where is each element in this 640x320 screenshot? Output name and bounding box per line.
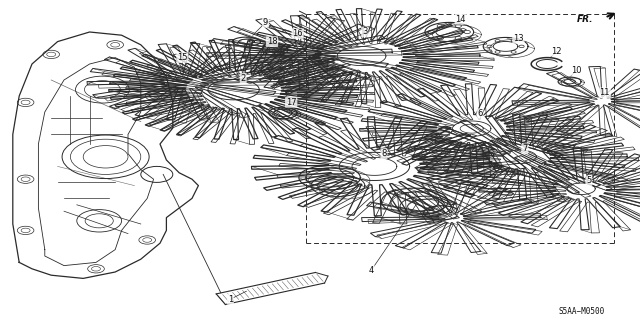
Text: 1: 1 <box>228 295 233 304</box>
Text: FR.: FR. <box>577 15 593 24</box>
Text: 18: 18 <box>267 37 277 46</box>
Text: 12: 12 <box>552 47 562 56</box>
Text: 2: 2 <box>241 74 246 83</box>
Text: 15: 15 <box>177 53 188 62</box>
Text: 17: 17 <box>286 98 296 107</box>
Text: 11: 11 <box>600 88 610 97</box>
Text: 10: 10 <box>571 66 581 75</box>
Text: 8: 8 <box>381 149 387 158</box>
Text: 9: 9 <box>263 18 268 27</box>
Text: 16: 16 <box>292 29 303 38</box>
Text: 14: 14 <box>456 15 466 24</box>
Text: S5AA−M0500: S5AA−M0500 <box>559 308 605 316</box>
Text: 7: 7 <box>522 144 527 153</box>
Text: 13: 13 <box>513 34 524 43</box>
Text: 5: 5 <box>586 176 591 185</box>
Text: 3: 3 <box>362 28 367 36</box>
Text: 4: 4 <box>369 266 374 275</box>
Text: 6: 6 <box>477 109 483 118</box>
